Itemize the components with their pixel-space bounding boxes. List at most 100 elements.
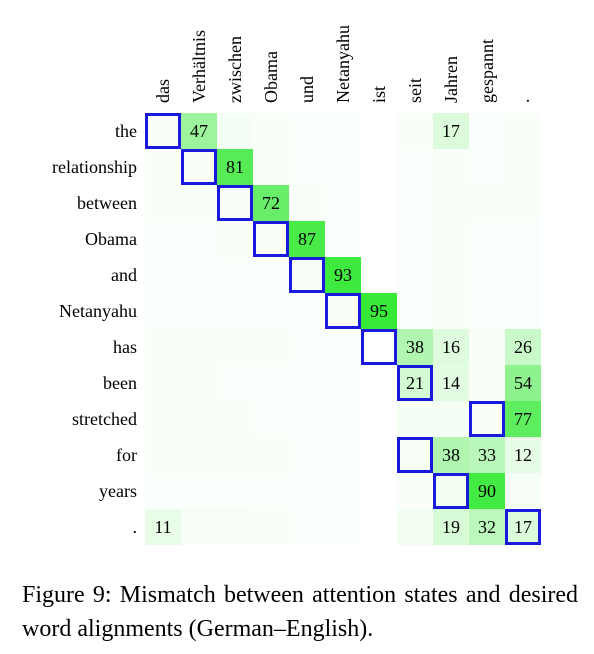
heatmap-cell [469, 329, 505, 365]
heatmap-cell [181, 365, 217, 401]
alignment-box [289, 257, 325, 293]
heatmap-cell [145, 329, 181, 365]
heatmap-cell [469, 257, 505, 293]
heatmap-cell [289, 221, 325, 257]
heatmap-cell [145, 293, 181, 329]
heatmap-cell [469, 401, 505, 437]
cell-value-label: 19 [442, 517, 460, 537]
heatmap-cell [325, 221, 361, 257]
row-label: . [133, 517, 138, 537]
heatmap-cell [253, 473, 289, 509]
alignment-box [397, 437, 433, 473]
heatmap-cell [289, 149, 325, 185]
heatmap-cell [217, 149, 253, 185]
alignment-box [505, 509, 541, 545]
heatmap-cell [289, 365, 325, 401]
column-label: Jahren [441, 56, 461, 103]
heatmap-cell [433, 257, 469, 293]
heatmap-cell [397, 221, 433, 257]
heatmap-cell [397, 113, 433, 149]
alignment-box [325, 293, 361, 329]
heatmap-cell [217, 293, 253, 329]
heatmap-cell [217, 437, 253, 473]
heatmap-cell [217, 185, 253, 221]
heatmap-cell [145, 113, 181, 149]
column-label: Verhältnis [189, 30, 209, 103]
heatmap-cell [181, 509, 217, 545]
heatmap-cell [469, 221, 505, 257]
cell-value-label: 14 [442, 373, 460, 393]
heatmap-cell [217, 113, 253, 149]
heatmap-cell [253, 149, 289, 185]
heatmap-cell [397, 473, 433, 509]
heatmap-cell [325, 113, 361, 149]
heatmap-cell [397, 149, 433, 185]
cell-value-label: 38 [442, 445, 460, 465]
heatmap-cell [253, 257, 289, 293]
heatmap-cell [325, 437, 361, 473]
row-label: between [77, 193, 137, 213]
heatmap-cell [289, 437, 325, 473]
heatmap-cell [325, 149, 361, 185]
figure-caption-text: Mismatch between attention states and de… [22, 582, 579, 642]
heatmap-cell [469, 437, 505, 473]
heatmap-cell [361, 473, 397, 509]
heatmap-cell [397, 365, 433, 401]
heatmap-cell [433, 401, 469, 437]
cell-value-label: 17 [442, 121, 460, 141]
column-labels: das Verhältnis zwischen Obama und Netanyahu is… [153, 25, 533, 103]
heatmap-cell [145, 185, 181, 221]
column-label: Obama [261, 51, 281, 103]
alignment-box [361, 329, 397, 365]
heatmap-cell [181, 185, 217, 221]
alignment-boxes [145, 113, 541, 545]
heatmap-cell [217, 509, 253, 545]
cell-value-label: 38 [406, 337, 424, 357]
heatmap-cell [361, 293, 397, 329]
column-label: das [153, 79, 173, 103]
heatmap-cell [433, 365, 469, 401]
heatmap-cell [181, 113, 217, 149]
heatmap-cell [181, 149, 217, 185]
heatmap-cell [145, 509, 181, 545]
heatmap-cell [325, 509, 361, 545]
heatmap-cell [433, 149, 469, 185]
alignment-box [145, 113, 181, 149]
heatmap-cell [181, 401, 217, 437]
heatmap-cell [253, 365, 289, 401]
cell-value-label: 33 [478, 445, 496, 465]
heatmap-cell [181, 437, 217, 473]
heatmap-cell [397, 401, 433, 437]
heatmap-cell [469, 473, 505, 509]
heatmap-value-labels: 47 17 81 72 87 93 95 38 16 26 21 14 54 77 38 33 12 90 11 19… [154, 121, 532, 537]
heatmap-cell [397, 437, 433, 473]
heatmap-cell [289, 257, 325, 293]
alignment-box [181, 149, 217, 185]
heatmap-cell [253, 185, 289, 221]
heatmap-cell [361, 437, 397, 473]
heatmap-cell [145, 401, 181, 437]
heatmap-cell [289, 509, 325, 545]
cell-value-label: 16 [442, 337, 460, 357]
cell-value-label: 87 [298, 229, 316, 249]
cell-value-label: 26 [514, 337, 532, 357]
heatmap-cell [433, 221, 469, 257]
alignment-box [253, 221, 289, 257]
cell-value-label: 54 [514, 373, 532, 393]
heatmap-cell [505, 437, 541, 473]
heatmap-cell [289, 293, 325, 329]
heatmap-cell [217, 329, 253, 365]
heatmap-cell [361, 365, 397, 401]
figure-caption: Figure 9: Mismatch between attention sta… [22, 578, 578, 646]
heatmap-cell [505, 221, 541, 257]
heatmap-cell [469, 365, 505, 401]
row-label: Obama [85, 229, 137, 249]
column-label: Netanyahu [333, 25, 353, 103]
heatmap-cell [433, 437, 469, 473]
row-label: has [113, 337, 137, 357]
heatmap-cell [505, 329, 541, 365]
heatmap-cell [397, 185, 433, 221]
heatmap-cell [325, 401, 361, 437]
cell-value-label: 11 [154, 517, 171, 537]
heatmap-cell [253, 401, 289, 437]
